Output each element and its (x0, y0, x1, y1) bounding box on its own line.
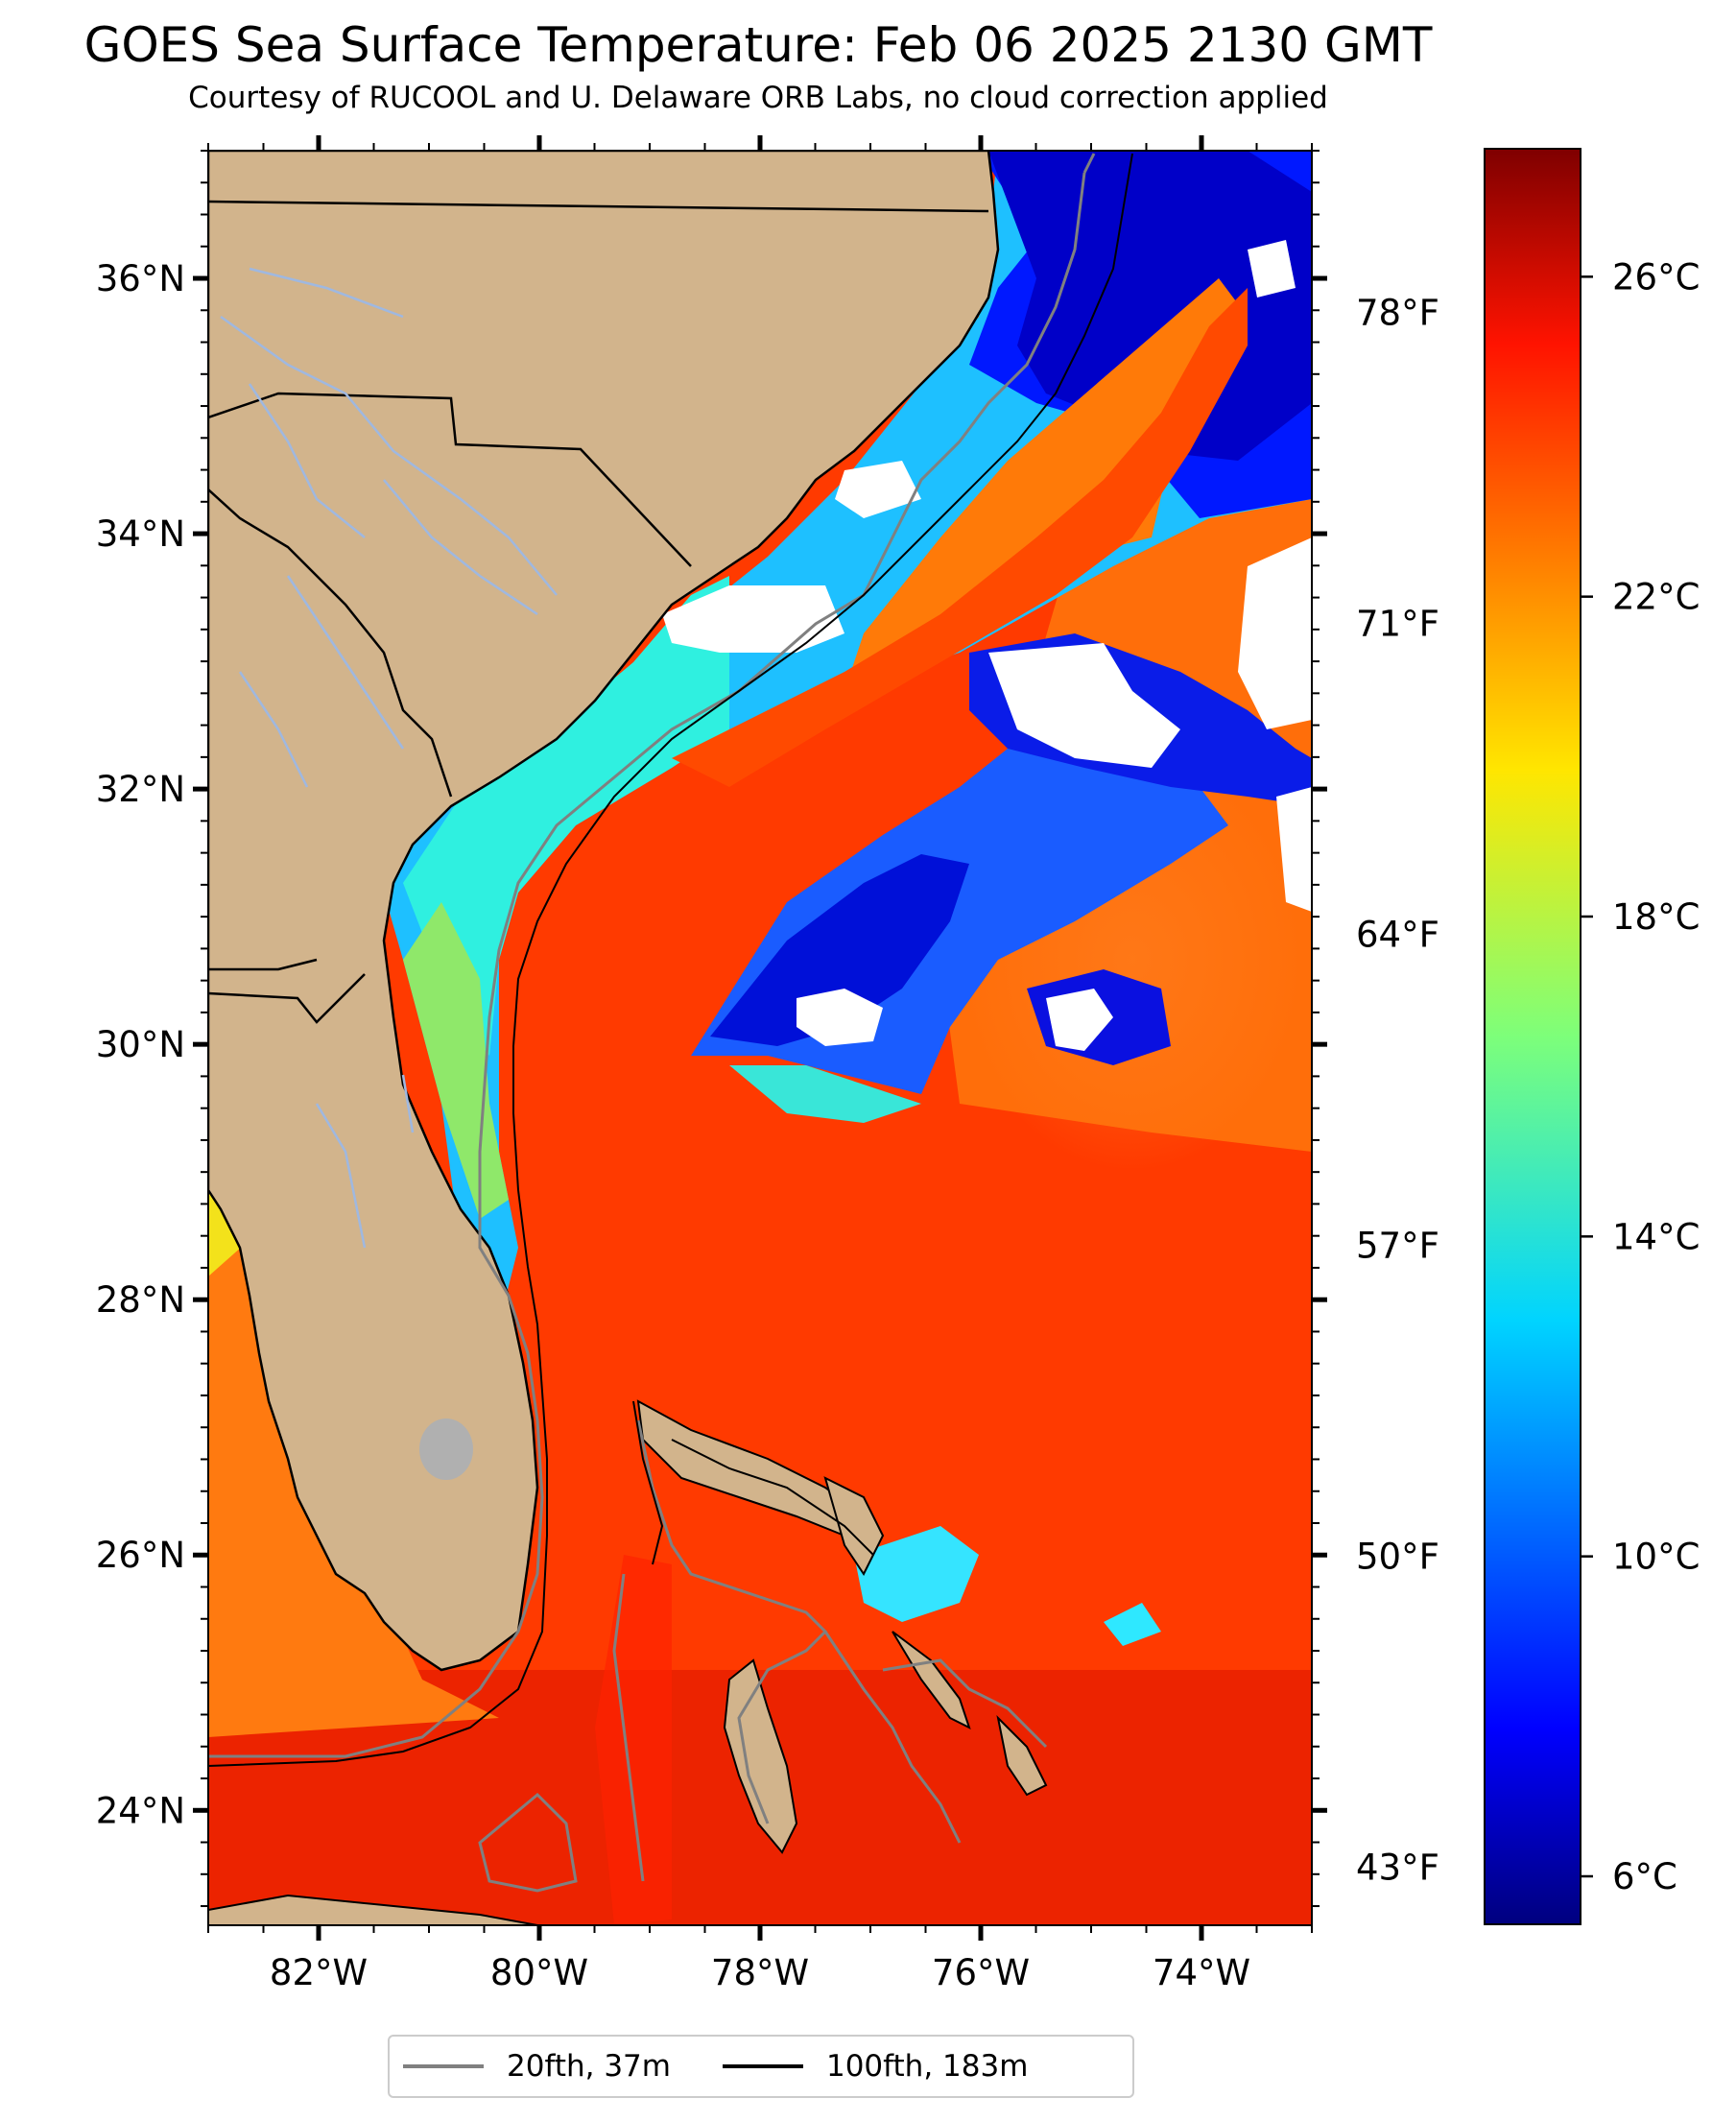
lon-tick-label: 78°W (711, 1952, 809, 1993)
sst-gulf-stream-tongue (844, 278, 1248, 691)
land-eleuthera (892, 1631, 971, 1729)
lat-tick-label: 32°N (96, 769, 185, 810)
legend-label-100fth: 100fth, 183m (825, 2049, 1029, 2084)
lat-tick-label: 34°N (96, 513, 185, 555)
legend-item-20fth: 20fth, 37m (403, 2049, 671, 2084)
river-lines (220, 267, 558, 1249)
legend-line-100fth (722, 2064, 803, 2068)
sst-cold-north-dark (988, 151, 1312, 461)
land-cuba-north (208, 1894, 538, 1925)
land-cat-island (996, 1714, 1048, 1797)
colorbar-gradient (1484, 148, 1581, 1925)
state-border-nc-sc (208, 392, 692, 567)
cloud-nc-coast (835, 461, 921, 518)
colorbar-tick-label: 14°C (1612, 1216, 1700, 1257)
map-title: GOES Sea Surface Temperature: Feb 06 202… (83, 17, 1433, 73)
fahrenheit-tick-label: 57°F (1356, 1226, 1439, 1267)
map-subtitle: Courtesy of RUCOOL and U. Delaware ORB L… (188, 81, 1328, 115)
colorbar-tick-label: 10°C (1612, 1537, 1700, 1578)
lat-tick-label: 36°N (96, 258, 185, 299)
lon-tick-label: 82°W (270, 1952, 368, 1993)
cloud-central-right (1046, 989, 1113, 1051)
fahrenheit-tick-label: 71°F (1356, 603, 1439, 644)
fahrenheit-tick-label: 64°F (1356, 915, 1439, 956)
lon-tick-label: 76°W (932, 1952, 1030, 1993)
legend-item-100fth: 100fth, 183m (722, 2049, 1029, 2084)
sst-cyan-patch-southeast (1104, 1603, 1161, 1646)
sst-green-coastal (403, 902, 509, 1219)
lat-tick-label: 30°N (96, 1024, 185, 1065)
isobath-20fth (208, 153, 1096, 1893)
sst-cyan-patch-bahamas (854, 1526, 979, 1622)
colorbar-tick-label: 6°C (1612, 1856, 1677, 1897)
lake-okeechobee (419, 1419, 473, 1480)
state-border-ga-fl (208, 973, 366, 1024)
cloud-large-east (988, 643, 1180, 768)
cloud-ne-small (1248, 240, 1296, 298)
lon-tick-label: 74°W (1153, 1952, 1250, 1993)
fahrenheit-tick-label: 43°F (1356, 1848, 1439, 1889)
colorbar-tick-label: 22°C (1612, 577, 1700, 618)
sst-cold-filament-inner (710, 854, 969, 1046)
lon-tick-label: 80°W (490, 1952, 588, 1993)
axis-tick-labels: 82°W 80°W 78°W 76°W 74°W 36°N 34°N 32°N 30°N 28°N… (96, 256, 1700, 1993)
state-border-sc-ga (208, 489, 453, 798)
isobath-legend: 20fth, 37m 100fth, 183m (388, 2035, 1134, 2098)
colorbar-tick-label: 26°C (1612, 256, 1700, 298)
cloud-central-left (797, 989, 883, 1046)
sst-gulf-stream-core (672, 288, 1248, 787)
lat-tick-label: 24°N (96, 1790, 185, 1831)
fahrenheit-tick-label: 78°F (1356, 292, 1439, 333)
sst-map-area (208, 151, 1312, 1925)
axis-ticks (193, 135, 1593, 1941)
fahrenheit-tick-label: 50°F (1356, 1537, 1439, 1578)
legend-line-20fth (403, 2064, 484, 2068)
isobath-100fth (208, 153, 1133, 1767)
lat-tick-label: 26°N (96, 1535, 185, 1576)
cloud-east-edge (1276, 787, 1312, 912)
state-border-va-nc (208, 200, 989, 213)
land-us-southeast (208, 151, 1000, 1672)
cloud-far-east (1238, 537, 1312, 729)
colorbar-tick-label: 18°C (1612, 896, 1700, 938)
state-border-al-ga (208, 958, 318, 971)
cloud-sc-coast (662, 585, 844, 653)
sst-cyan-filament (729, 1065, 921, 1123)
lat-tick-label: 28°N (96, 1279, 185, 1321)
legend-label-20fth: 20fth, 37m (507, 2049, 671, 2084)
